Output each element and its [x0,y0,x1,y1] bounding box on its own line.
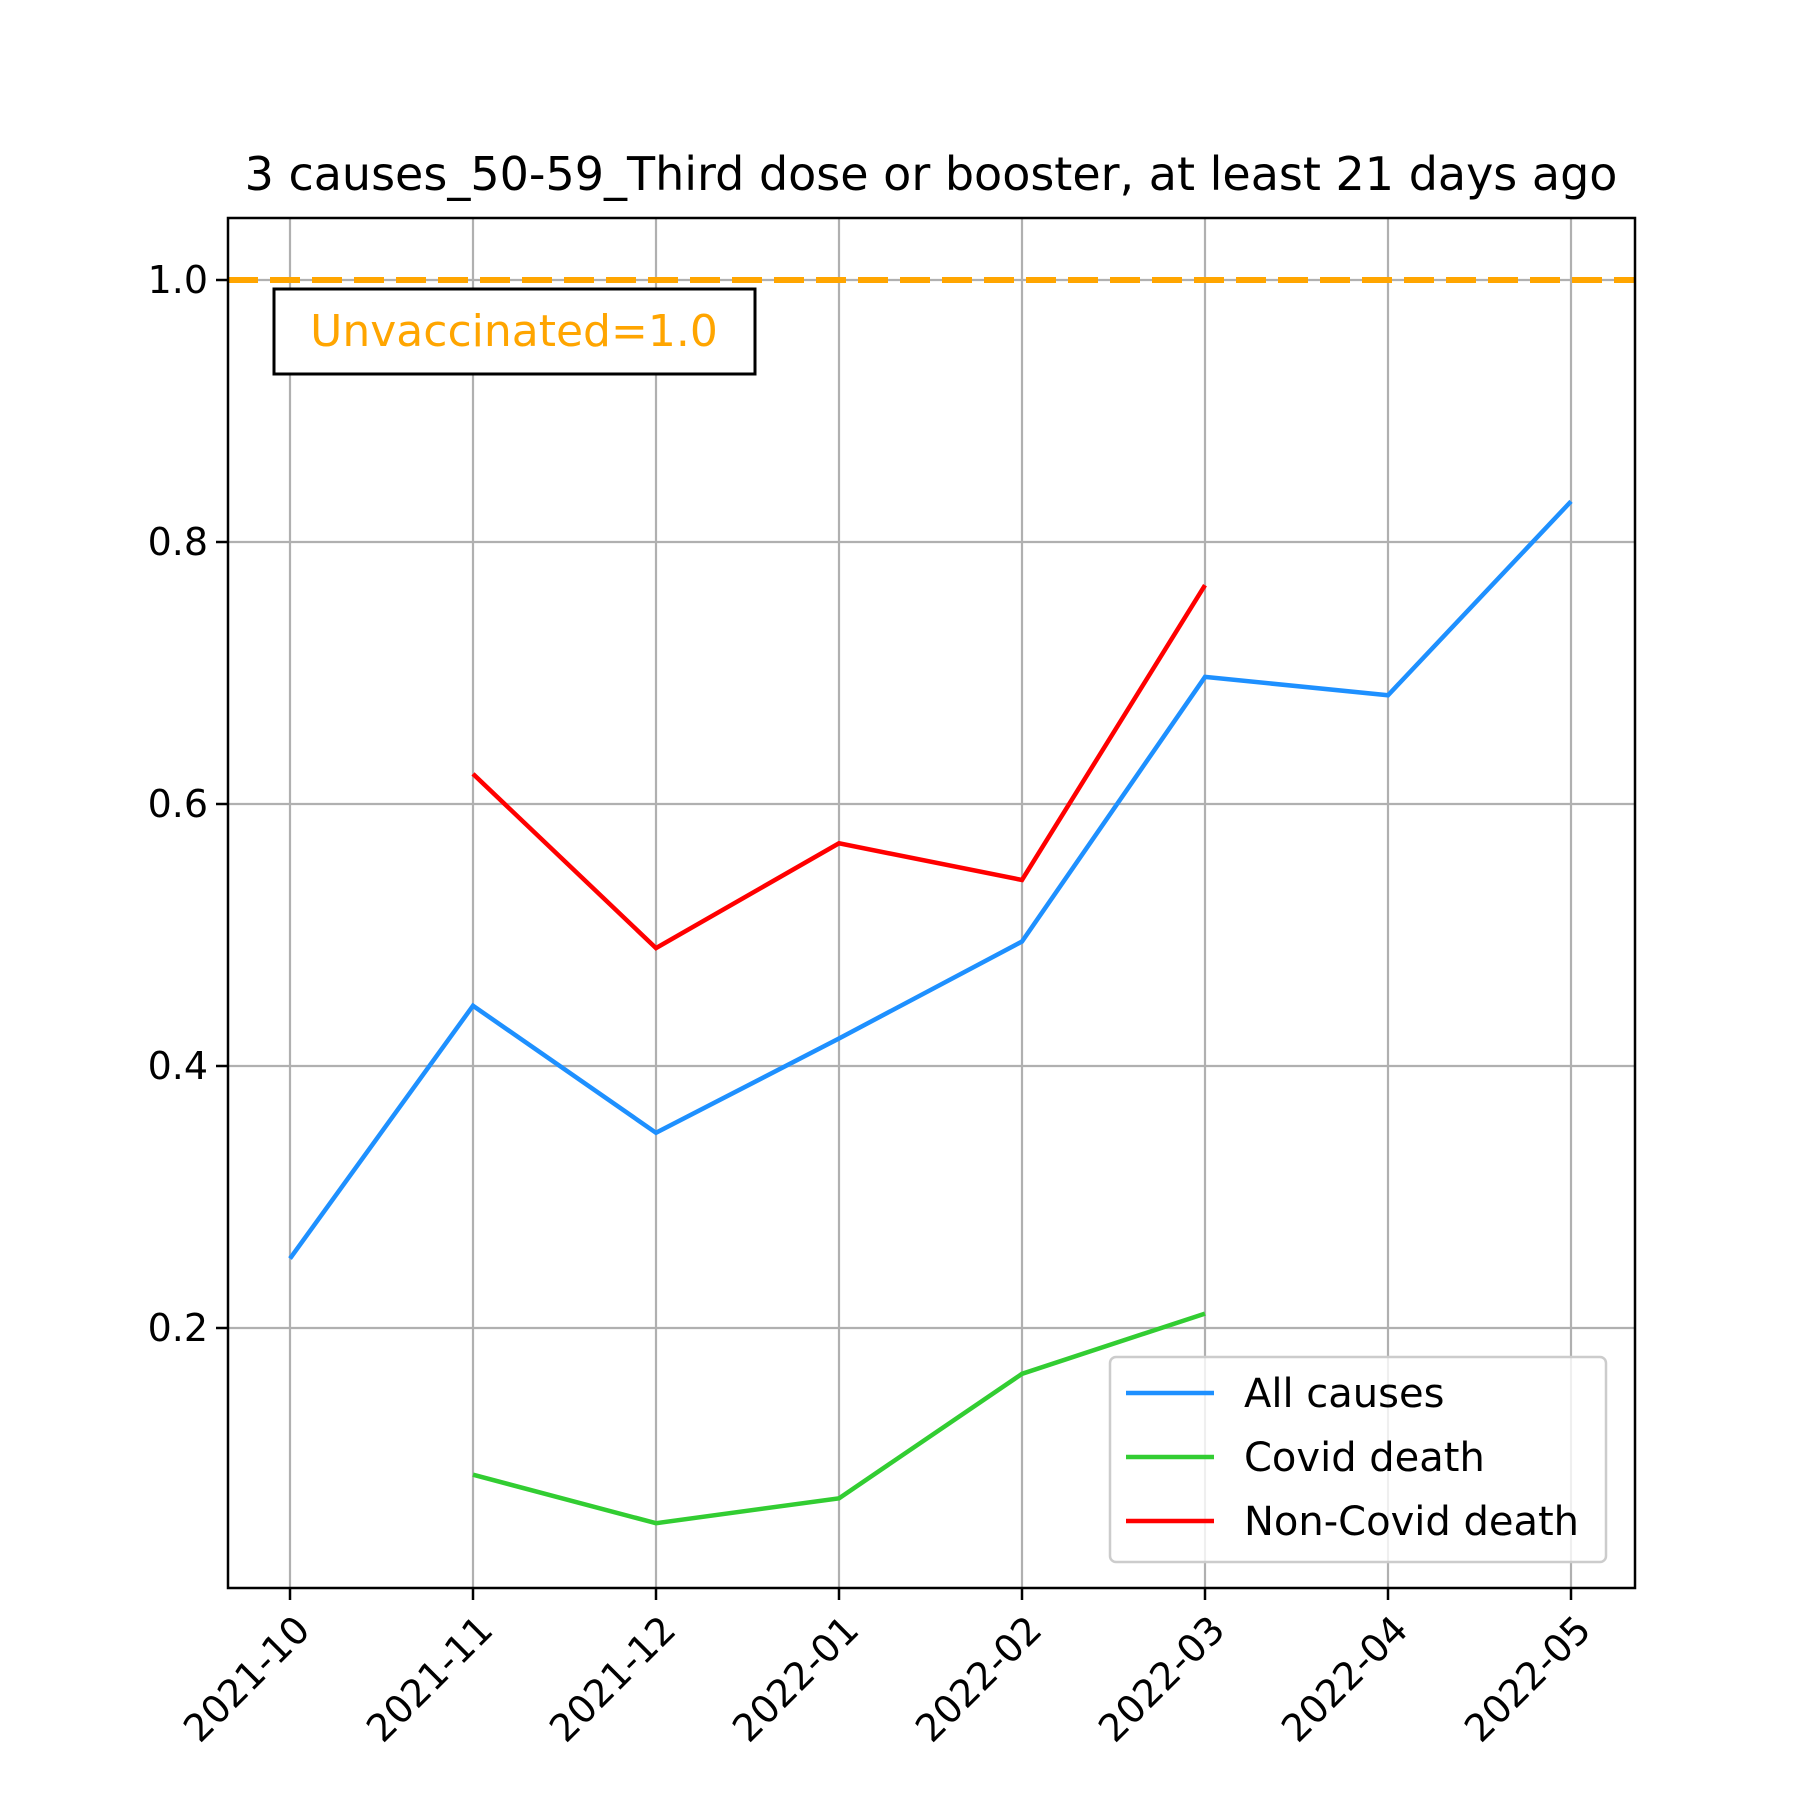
series-lines [288,499,1573,1526]
reference-annotation: Unvaccinated=1.0 [272,287,757,376]
y-tick-label: 0.2 [148,1306,208,1350]
x-tick-label: 2021-11 [358,1607,501,1750]
legend-label: Covid death [1244,1435,1485,1481]
annotation-box [272,287,757,376]
y-tick-label: 0.4 [148,1044,208,1088]
x-tick-label: 2021-10 [175,1607,318,1750]
x-tick-label: 2022-01 [724,1607,867,1750]
y-tick-label: 0.6 [148,782,208,826]
y-tick-label: 1.0 [148,258,208,302]
y-tick-label: 0.8 [148,520,208,564]
chart-title: 3 causes_50-59_Third dose or booster, at… [245,147,1618,201]
x-tick-label: 2022-05 [1456,1607,1599,1750]
x-tick-label: 2022-04 [1273,1607,1416,1750]
series-line-2 [472,1311,1206,1526]
x-tick-label: 2021-12 [541,1607,684,1750]
x-tick-label: 2022-02 [907,1607,1050,1750]
legend-box [1108,1355,1608,1564]
grid [228,218,1635,1588]
annotation-text: Unvaccinated=1.0 [310,306,718,357]
legend-label: All causes [1244,1371,1444,1417]
series-line-3 [471,584,1207,951]
series-line-1 [288,499,1573,1260]
x-tick-label: 2022-03 [1090,1607,1233,1750]
legend-label: Non-Covid death [1244,1499,1579,1545]
legend: All causes Covid death Non-Covid death [1108,1355,1608,1564]
plot-area-frame [226,216,1637,1590]
